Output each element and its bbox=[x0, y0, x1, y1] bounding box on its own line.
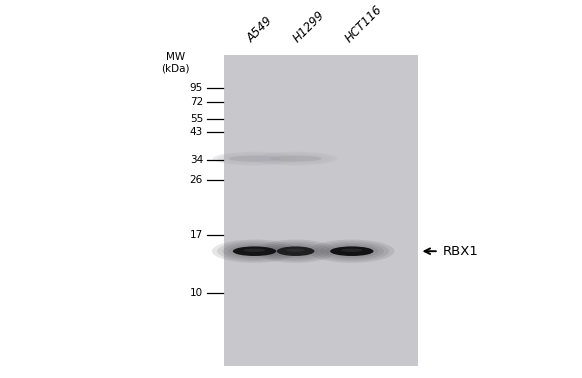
Text: 26: 26 bbox=[190, 175, 203, 185]
Ellipse shape bbox=[267, 243, 325, 259]
Text: HCT116: HCT116 bbox=[343, 3, 385, 45]
Text: 72: 72 bbox=[190, 96, 203, 107]
Ellipse shape bbox=[277, 246, 314, 256]
Ellipse shape bbox=[258, 153, 333, 164]
Ellipse shape bbox=[320, 243, 384, 259]
Text: 95: 95 bbox=[190, 83, 203, 93]
Ellipse shape bbox=[262, 154, 329, 163]
Ellipse shape bbox=[228, 245, 282, 258]
Ellipse shape bbox=[272, 245, 320, 258]
Text: 43: 43 bbox=[190, 127, 203, 137]
Ellipse shape bbox=[269, 155, 322, 162]
Ellipse shape bbox=[341, 249, 363, 252]
Ellipse shape bbox=[261, 241, 330, 261]
Ellipse shape bbox=[325, 245, 379, 258]
Ellipse shape bbox=[212, 240, 297, 263]
Ellipse shape bbox=[286, 249, 305, 252]
Ellipse shape bbox=[256, 240, 335, 263]
Text: 17: 17 bbox=[190, 230, 203, 240]
Text: A549: A549 bbox=[244, 14, 275, 45]
Ellipse shape bbox=[229, 155, 281, 162]
Ellipse shape bbox=[244, 249, 265, 252]
Text: H1299: H1299 bbox=[290, 8, 327, 45]
Text: 34: 34 bbox=[190, 155, 203, 165]
Ellipse shape bbox=[217, 241, 292, 261]
Ellipse shape bbox=[309, 240, 395, 263]
FancyBboxPatch shape bbox=[225, 56, 418, 366]
Ellipse shape bbox=[330, 246, 374, 256]
Ellipse shape bbox=[221, 154, 288, 163]
Text: MW
(kDa): MW (kDa) bbox=[161, 52, 189, 74]
Ellipse shape bbox=[233, 246, 276, 256]
Ellipse shape bbox=[217, 153, 292, 164]
Ellipse shape bbox=[222, 243, 287, 259]
Text: 10: 10 bbox=[190, 288, 203, 298]
Ellipse shape bbox=[254, 152, 338, 166]
Text: 55: 55 bbox=[190, 114, 203, 124]
Ellipse shape bbox=[212, 152, 296, 166]
Ellipse shape bbox=[314, 241, 389, 261]
Text: RBX1: RBX1 bbox=[443, 245, 478, 258]
